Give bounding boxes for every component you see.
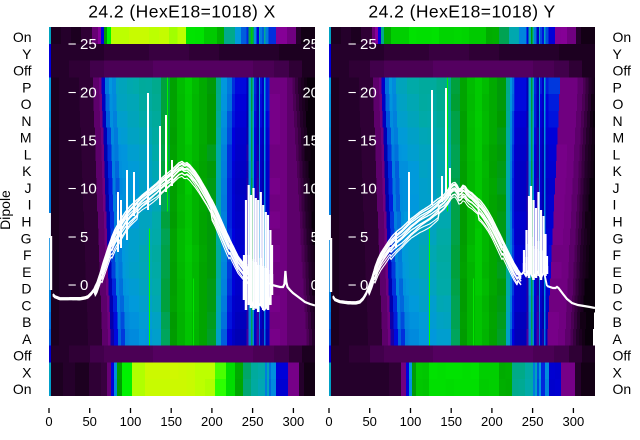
- svg-text:250: 250: [522, 414, 544, 429]
- svg-text:300: 300: [283, 414, 305, 429]
- svg-text:Y: Y: [613, 46, 623, 62]
- svg-text:N: N: [613, 113, 623, 129]
- svg-text:Off: Off: [613, 63, 632, 79]
- svg-text:E: E: [613, 264, 622, 280]
- svg-text:X: X: [22, 365, 32, 381]
- svg-text:−: −: [68, 84, 77, 101]
- svg-text:H: H: [613, 214, 623, 230]
- svg-text:F: F: [613, 247, 622, 263]
- svg-text:50: 50: [362, 414, 376, 429]
- svg-text:−: −: [68, 229, 77, 246]
- svg-text:300: 300: [563, 414, 585, 429]
- svg-text:−: −: [68, 36, 77, 53]
- svg-text:Dipole: Dipole: [0, 190, 13, 230]
- svg-text:15: 15: [302, 133, 319, 150]
- svg-text:10: 10: [302, 181, 319, 198]
- svg-text:−: −: [348, 84, 357, 101]
- svg-text:On: On: [13, 29, 32, 45]
- svg-text:O: O: [21, 96, 32, 112]
- svg-text:K: K: [22, 163, 32, 179]
- svg-text:0: 0: [360, 277, 368, 294]
- svg-text:On: On: [613, 29, 632, 45]
- svg-text:25: 25: [360, 36, 377, 53]
- svg-text:10: 10: [80, 181, 97, 198]
- svg-text:Y: Y: [22, 46, 32, 62]
- svg-text:0: 0: [45, 414, 52, 429]
- svg-text:15: 15: [360, 133, 377, 150]
- svg-text:200: 200: [201, 414, 223, 429]
- svg-text:On: On: [613, 381, 632, 397]
- svg-text:I: I: [613, 197, 617, 213]
- svg-text:On: On: [13, 381, 32, 397]
- svg-text:50: 50: [82, 414, 96, 429]
- svg-text:E: E: [22, 264, 31, 280]
- svg-text:5: 5: [311, 229, 319, 246]
- svg-text:24.2 (HexE18=1018) X: 24.2 (HexE18=1018) X: [88, 2, 276, 22]
- svg-text:J: J: [25, 180, 32, 196]
- svg-text:24.2 (HexE18=1018) Y: 24.2 (HexE18=1018) Y: [368, 2, 555, 22]
- svg-text:J: J: [613, 180, 620, 196]
- svg-text:A: A: [613, 331, 623, 347]
- svg-text:−: −: [68, 181, 77, 198]
- svg-text:200: 200: [481, 414, 503, 429]
- svg-text:0: 0: [325, 414, 332, 429]
- svg-text:D: D: [21, 281, 31, 297]
- svg-text:0: 0: [311, 277, 319, 294]
- svg-text:Off: Off: [613, 348, 632, 364]
- svg-text:−: −: [68, 133, 77, 150]
- svg-text:Off: Off: [13, 63, 32, 79]
- svg-text:−: −: [348, 277, 357, 294]
- svg-text:−: −: [348, 229, 357, 246]
- svg-text:B: B: [613, 314, 622, 330]
- svg-text:M: M: [613, 130, 625, 146]
- svg-text:0: 0: [80, 277, 88, 294]
- svg-text:−: −: [348, 133, 357, 150]
- svg-text:Off: Off: [13, 348, 32, 364]
- svg-text:K: K: [613, 163, 623, 179]
- svg-text:−: −: [348, 36, 357, 53]
- svg-text:25: 25: [80, 36, 97, 53]
- svg-text:I: I: [28, 197, 32, 213]
- svg-text:N: N: [21, 113, 31, 129]
- svg-text:G: G: [613, 230, 624, 246]
- svg-text:100: 100: [120, 414, 142, 429]
- svg-text:B: B: [22, 314, 31, 330]
- svg-text:150: 150: [440, 414, 462, 429]
- svg-text:10: 10: [360, 181, 377, 198]
- svg-text:X: X: [613, 365, 623, 381]
- svg-text:20: 20: [360, 84, 377, 101]
- svg-text:A: A: [22, 331, 32, 347]
- svg-text:−: −: [68, 277, 77, 294]
- svg-text:H: H: [21, 214, 31, 230]
- svg-text:5: 5: [360, 229, 368, 246]
- svg-text:5: 5: [80, 229, 88, 246]
- svg-text:C: C: [613, 297, 623, 313]
- svg-text:G: G: [21, 230, 32, 246]
- svg-text:20: 20: [302, 84, 319, 101]
- svg-text:O: O: [613, 96, 624, 112]
- svg-text:150: 150: [160, 414, 182, 429]
- svg-text:−: −: [348, 181, 357, 198]
- svg-text:C: C: [21, 297, 31, 313]
- svg-text:100: 100: [400, 414, 422, 429]
- svg-text:250: 250: [242, 414, 264, 429]
- svg-text:P: P: [613, 79, 622, 95]
- svg-text:L: L: [613, 146, 621, 162]
- svg-text:15: 15: [80, 133, 97, 150]
- svg-text:25: 25: [302, 36, 319, 53]
- svg-text:P: P: [22, 79, 31, 95]
- svg-text:M: M: [20, 130, 32, 146]
- svg-text:D: D: [613, 281, 623, 297]
- svg-text:20: 20: [80, 84, 97, 101]
- svg-text:L: L: [24, 146, 32, 162]
- svg-text:F: F: [23, 247, 32, 263]
